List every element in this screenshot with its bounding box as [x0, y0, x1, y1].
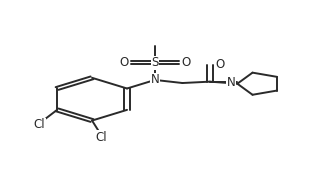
Text: O: O — [182, 56, 191, 69]
Text: S: S — [151, 56, 159, 69]
Text: O: O — [216, 58, 225, 71]
Text: O: O — [119, 56, 128, 69]
Text: Cl: Cl — [34, 118, 45, 131]
Text: N: N — [151, 73, 159, 87]
Text: Cl: Cl — [95, 131, 107, 144]
Text: N: N — [227, 76, 236, 89]
